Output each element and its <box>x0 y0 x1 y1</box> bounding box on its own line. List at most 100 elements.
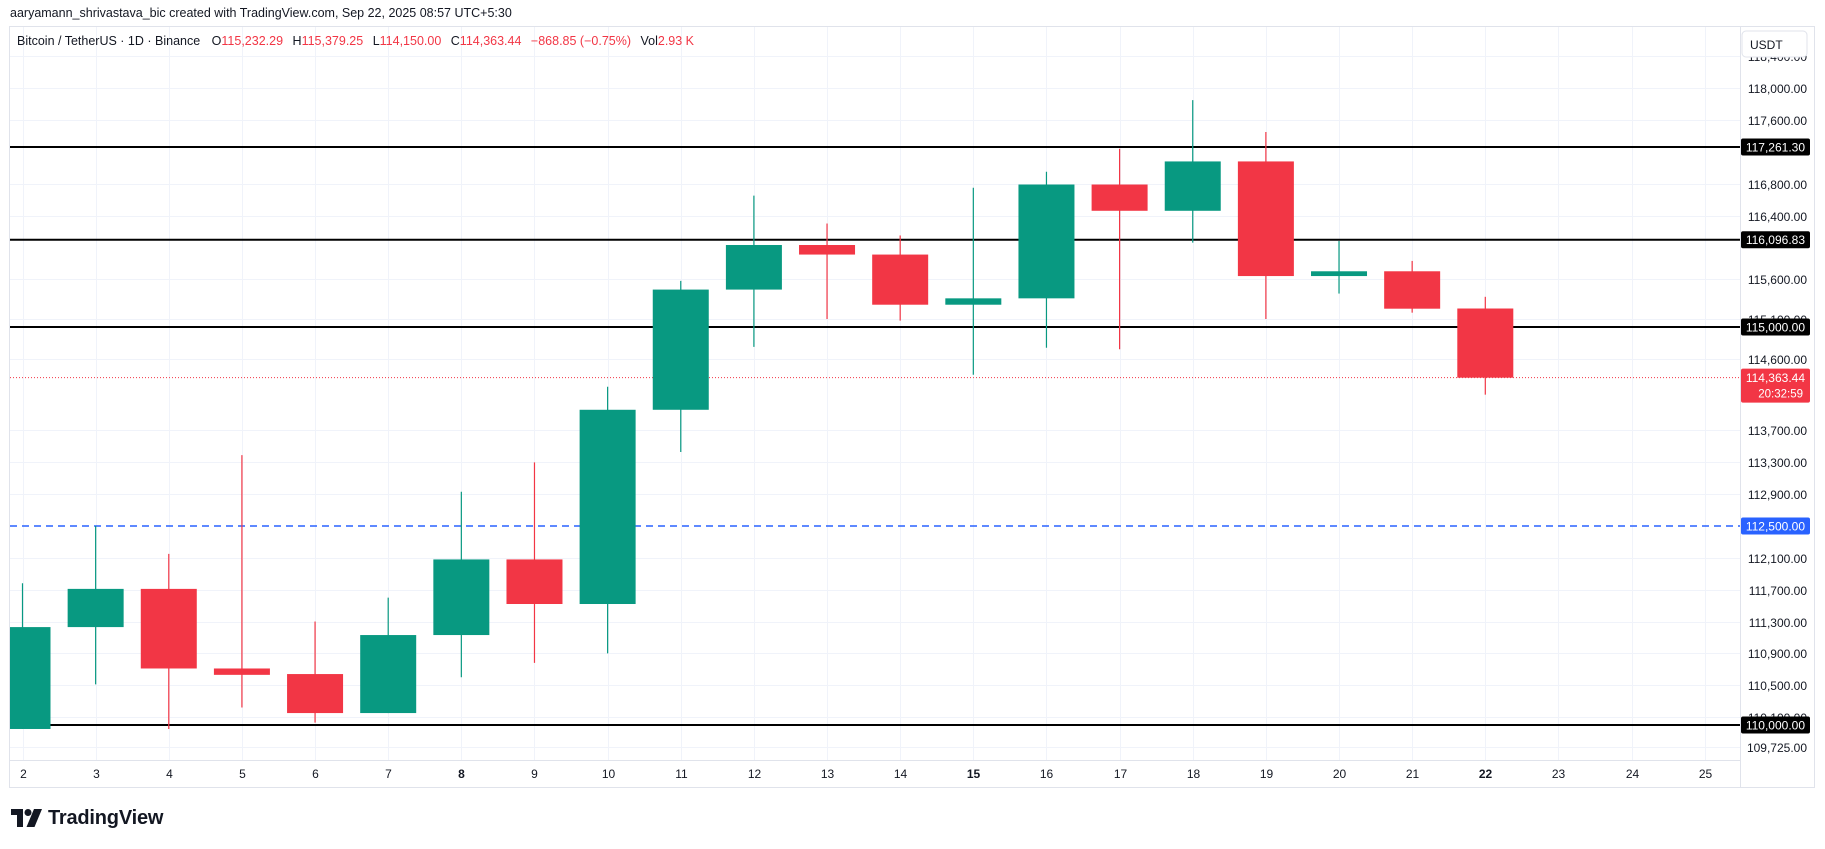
legend-open: 115,232.29 <box>221 34 283 48</box>
legend-open-label: O <box>212 34 222 48</box>
candle <box>799 223 856 320</box>
badge-label: 115,000.00 <box>1746 320 1805 334</box>
y-tick-label: 111,300.00 <box>1749 616 1808 630</box>
y-tick-label: 111,700.00 <box>1749 584 1808 598</box>
legend-symbol: Bitcoin / TetherUS · 1D · Binance <box>17 34 200 48</box>
candle <box>10 583 51 729</box>
level-price-badge: 112,500.00 <box>1741 517 1810 535</box>
x-tick-label: 22 <box>1479 767 1493 781</box>
legend-high: 115,379.25 <box>302 34 364 48</box>
level-price-badge: 117,261.30 <box>1741 138 1810 156</box>
y-tick-label: 110,900.00 <box>1748 647 1807 661</box>
badge-label: 112,500.00 <box>1746 519 1805 533</box>
candle-body <box>1091 184 1148 211</box>
level-price-badge: 115,000.00 <box>1741 318 1810 336</box>
last-price-badge: 114,363.44 20:32:59 <box>1741 368 1810 403</box>
candle <box>506 462 563 663</box>
badge-bg <box>1741 368 1810 403</box>
candle-body <box>1311 271 1368 277</box>
candle-body <box>360 635 417 714</box>
chart-frame <box>9 26 1815 788</box>
x-tick-label: 8 <box>458 767 465 781</box>
time-axis[interactable]: 2 3 4 5 6 7 8 9 10 11 12 13 14 15 16 17 18 19 20 21 22 23 24 25 <box>20 767 1712 781</box>
x-tick-label: 18 <box>1187 767 1201 781</box>
svg-text:Bitcoin / TetherUS · 1D · Bina: Bitcoin / TetherUS · 1D · Binance O115,2… <box>17 34 695 48</box>
x-tick-label: 6 <box>312 767 319 781</box>
grid <box>10 27 1740 760</box>
x-tick-label: 2 <box>20 767 27 781</box>
candle-body <box>799 245 856 255</box>
candle-body <box>579 409 636 605</box>
price-chart[interactable]: 109,725.00110,100.00110,500.00110,900.00… <box>0 0 1825 800</box>
x-tick-label: 5 <box>239 767 246 781</box>
symbol-legend: Bitcoin / TetherUS · 1D · Binance O115,2… <box>17 34 695 48</box>
candle-body <box>1457 308 1514 378</box>
y-tick-label: 110,500.00 <box>1748 679 1807 693</box>
candle-body <box>287 674 344 714</box>
badge-label: 110,000.00 <box>1746 718 1805 732</box>
x-tick-label: 7 <box>385 767 392 781</box>
y-tick-label: 112,900.00 <box>1748 488 1807 502</box>
tradingview-logo-icon <box>11 809 42 827</box>
candle <box>140 553 197 729</box>
candle <box>725 195 782 347</box>
candle-body <box>140 588 197 669</box>
candle <box>1018 171 1075 348</box>
y-tick-label: 112,100.00 <box>1748 552 1807 566</box>
currency-button[interactable]: USDT <box>1741 30 1808 58</box>
horizontal-levels <box>10 146 1740 726</box>
candle <box>1457 296 1514 395</box>
badge-bg <box>1741 716 1810 734</box>
x-tick-label: 21 <box>1406 767 1420 781</box>
candle-body <box>67 588 124 628</box>
tradingview-logo[interactable]: TradingView <box>11 806 163 830</box>
y-tick-label: 114,600.00 <box>1748 353 1807 367</box>
legend-vol-label: Vol <box>640 34 657 48</box>
candle-body <box>1164 161 1221 211</box>
y-tick-label: 117,600.00 <box>1748 114 1807 128</box>
y-tick-label: 116,400.00 <box>1748 210 1807 224</box>
x-tick-label: 9 <box>531 767 538 781</box>
legend-close-label: C <box>451 34 460 48</box>
candle-body <box>433 559 490 636</box>
countdown-label: 20:32:59 <box>1758 389 1803 401</box>
legend-change: −868.85 (−0.75%) <box>531 34 631 48</box>
badge-bg <box>1741 231 1810 249</box>
x-tick-label: 15 <box>967 767 981 781</box>
last-price-label: 114,363.44 <box>1746 371 1805 385</box>
candle-body <box>872 254 929 305</box>
candle <box>287 621 344 723</box>
candle <box>1384 260 1441 313</box>
legend-low-label: L <box>373 34 380 48</box>
candle <box>652 280 709 452</box>
candle-body <box>213 668 270 675</box>
y-tick-label: 118,000.00 <box>1748 82 1807 96</box>
candle <box>945 187 1002 375</box>
badge-bg <box>1741 318 1810 336</box>
x-tick-label: 24 <box>1626 767 1640 781</box>
candle-body <box>945 298 1002 305</box>
x-tick-label: 25 <box>1699 767 1713 781</box>
x-tick-label: 11 <box>675 767 688 781</box>
brand-name: TradingView <box>48 806 164 829</box>
x-tick-label: 16 <box>1040 767 1054 781</box>
y-tick-label: 115,600.00 <box>1748 273 1807 287</box>
x-tick-label: 17 <box>1114 767 1128 781</box>
x-tick-label: 20 <box>1333 767 1347 781</box>
y-tick-label: 113,300.00 <box>1748 456 1807 470</box>
y-tick-label: 109,725.00 <box>1747 741 1807 755</box>
y-tick-label: 116,800.00 <box>1748 178 1807 192</box>
legend-high-label: H <box>293 34 302 48</box>
x-tick-label: 4 <box>166 767 173 781</box>
price-badges: 117,261.30 116,096.83 115,000.00 112,500.00… <box>1741 138 1810 734</box>
legend-low: 114,150.00 <box>380 34 442 48</box>
legend-close: 114,363.44 <box>460 34 522 48</box>
candle-body <box>1237 161 1294 277</box>
candle-body <box>506 559 563 605</box>
x-tick-label: 12 <box>748 767 762 781</box>
y-tick-label: 113,700.00 <box>1748 424 1807 438</box>
badge-label: 117,261.30 <box>1746 140 1805 154</box>
badge-bg <box>1741 517 1810 535</box>
x-tick-label: 13 <box>821 767 835 781</box>
badge-bg <box>1741 138 1810 156</box>
